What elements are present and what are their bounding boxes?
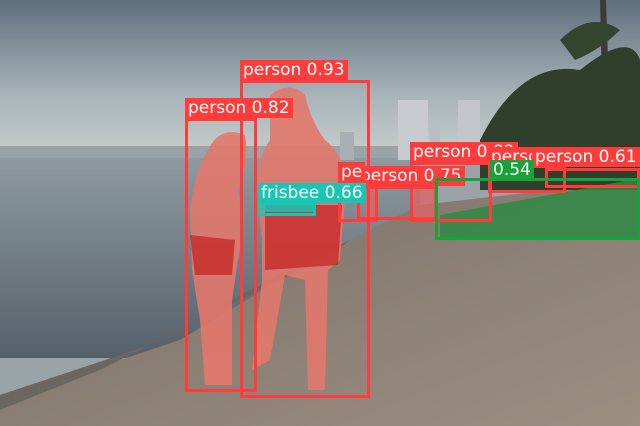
det-person-7-label: pe: [338, 162, 366, 182]
surfboard: [440, 180, 640, 238]
person-left-shorts: [190, 235, 235, 275]
det-frisbee-label: frisbee 0.66: [258, 183, 366, 203]
wet-sand: [0, 240, 350, 410]
person-center-shorts: [265, 205, 342, 270]
palm-crown: [560, 22, 620, 60]
det-frisbee-box: [258, 202, 316, 216]
det-person-2-label: person 0.82: [185, 98, 293, 118]
det-surfboard-label: 0.54: [490, 160, 534, 180]
det-person-6-label: person 0.61: [532, 147, 640, 167]
det-person-1-label: person 0.93: [240, 60, 348, 80]
tower-4: [340, 132, 354, 160]
det-surfboard-box: [435, 178, 640, 240]
det-person-1-box: [240, 80, 370, 398]
det-person-2-box: [185, 118, 257, 392]
person-bg-1: [412, 185, 436, 219]
